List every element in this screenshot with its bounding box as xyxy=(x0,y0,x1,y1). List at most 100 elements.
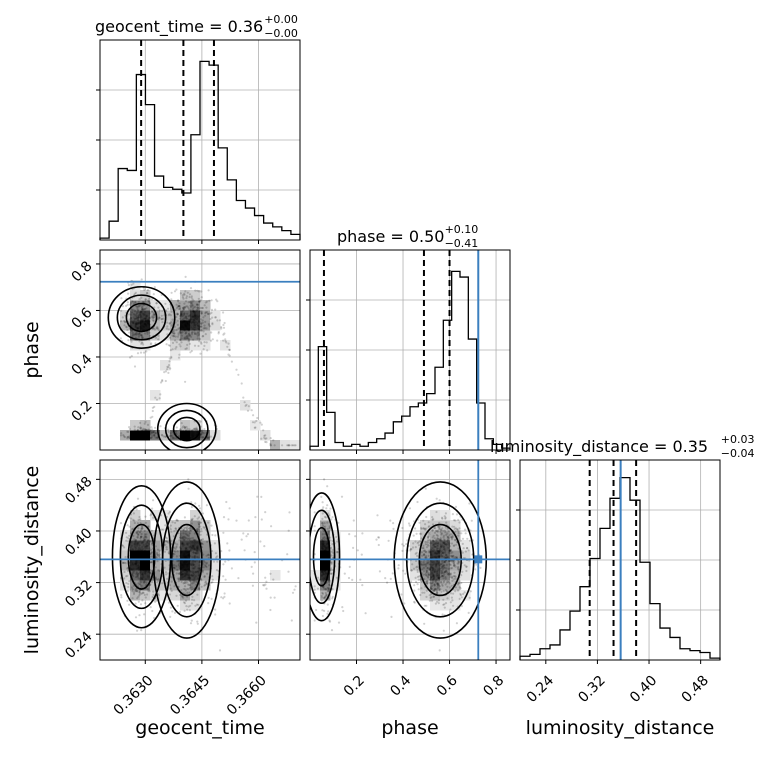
density-cell xyxy=(170,520,181,531)
sample-point xyxy=(428,572,431,575)
sample-point xyxy=(130,550,133,553)
sample-point xyxy=(191,588,194,591)
sample-point xyxy=(144,317,147,320)
sample-point xyxy=(260,495,263,498)
sample-point xyxy=(159,393,162,396)
sample-point xyxy=(450,567,454,570)
sample-point xyxy=(416,500,419,504)
sample-point xyxy=(139,327,142,330)
sample-point xyxy=(203,561,207,564)
sample-point xyxy=(442,541,445,544)
sample-point xyxy=(454,577,457,580)
sample-point xyxy=(139,518,142,521)
sample-point xyxy=(144,596,147,599)
sample-point xyxy=(141,565,144,568)
sample-point xyxy=(293,444,296,447)
sample-point xyxy=(191,570,194,573)
sample-point xyxy=(167,572,170,575)
sample-point xyxy=(421,568,424,571)
sample-point xyxy=(138,594,141,597)
sample-point xyxy=(166,368,169,371)
x-axis-label: phase xyxy=(381,717,438,739)
sample-point xyxy=(140,430,143,434)
sample-point xyxy=(322,563,325,566)
sample-point xyxy=(189,306,193,309)
sample-point xyxy=(435,574,438,577)
sample-point xyxy=(425,527,428,530)
sample-point xyxy=(125,575,128,578)
sample-point xyxy=(135,562,138,565)
sample-point xyxy=(202,563,205,566)
sample-point xyxy=(191,435,194,438)
sample-point xyxy=(153,430,156,433)
sample-point xyxy=(418,532,421,535)
sample-point xyxy=(144,323,147,326)
sample-point xyxy=(189,550,192,553)
sample-point xyxy=(135,560,138,563)
sample-point xyxy=(180,566,183,569)
sample-point xyxy=(184,380,187,383)
sample-point xyxy=(184,537,188,540)
sample-point xyxy=(313,619,316,622)
sample-point xyxy=(435,542,438,545)
sample-point xyxy=(190,547,193,550)
sample-point xyxy=(139,316,142,319)
sample-point xyxy=(179,547,182,550)
sample-point xyxy=(136,326,139,330)
sample-point xyxy=(146,332,149,335)
sample-point xyxy=(169,432,172,435)
sample-point xyxy=(442,629,445,632)
sample-point xyxy=(123,324,126,327)
sample-point xyxy=(431,563,434,567)
sample-point xyxy=(197,556,200,559)
sample-point xyxy=(184,332,187,335)
sample-point xyxy=(188,319,191,322)
sample-point xyxy=(437,562,440,565)
sample-point xyxy=(392,522,395,525)
sample-point xyxy=(436,541,439,544)
sample-point xyxy=(246,533,250,536)
sample-point xyxy=(143,535,146,539)
sample-point xyxy=(150,298,153,301)
density-cell xyxy=(440,530,451,541)
sample-point xyxy=(190,505,193,509)
sample-point xyxy=(182,563,185,566)
sample-point xyxy=(137,533,140,536)
sample-point xyxy=(137,326,140,329)
sample-point xyxy=(201,319,204,322)
sample-point xyxy=(182,544,185,547)
sample-point xyxy=(325,546,328,549)
sample-point xyxy=(186,431,189,434)
sample-point xyxy=(453,544,456,547)
sample-point xyxy=(193,567,196,570)
sample-point xyxy=(457,530,460,533)
sample-point xyxy=(201,335,204,338)
sample-point xyxy=(183,555,187,558)
sample-point xyxy=(158,309,161,312)
sample-point xyxy=(157,579,160,583)
sample-point xyxy=(431,529,434,532)
sample-point xyxy=(323,549,326,553)
sample-point xyxy=(154,600,157,603)
sample-point xyxy=(175,519,178,522)
sample-point xyxy=(136,431,139,434)
sample-point xyxy=(348,565,351,569)
sample-point xyxy=(437,562,440,565)
sample-point xyxy=(140,429,143,432)
sample-point xyxy=(134,315,137,318)
sample-point xyxy=(140,527,143,531)
sample-point xyxy=(141,319,144,322)
sample-point xyxy=(193,432,196,435)
sample-point xyxy=(423,563,426,566)
sample-point xyxy=(138,304,141,307)
sample-point xyxy=(184,290,187,293)
sample-point xyxy=(135,326,138,329)
sample-point xyxy=(150,551,153,554)
sample-point xyxy=(139,434,142,437)
sample-point xyxy=(326,504,329,507)
sample-point xyxy=(146,432,149,435)
density-cell xyxy=(450,570,461,581)
sample-point xyxy=(180,435,183,438)
sample-point xyxy=(420,563,423,567)
sample-point xyxy=(423,591,426,594)
